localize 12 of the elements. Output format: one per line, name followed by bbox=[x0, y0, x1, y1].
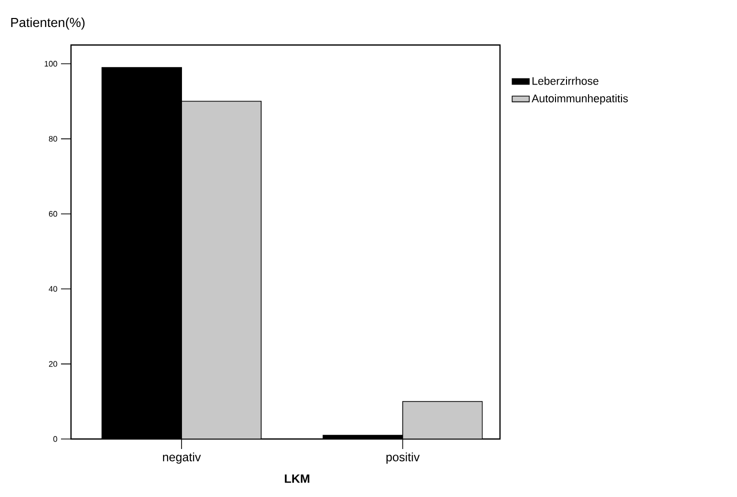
x-tick-label: positiv bbox=[386, 452, 420, 464]
legend-label: Autoimmunhepatitis bbox=[532, 94, 628, 104]
y-tick-label: 0 bbox=[53, 436, 58, 442]
y-tick-label: 80 bbox=[48, 136, 58, 142]
y-tick-label: 60 bbox=[48, 211, 58, 217]
x-axis-title: LKM bbox=[284, 474, 310, 483]
y-tick-label: 40 bbox=[48, 286, 58, 292]
y-axis-title: Patienten(%) bbox=[11, 18, 85, 30]
y-tick-label: 100 bbox=[44, 60, 58, 67]
y-tick-label: 20 bbox=[48, 361, 58, 367]
legend-label: Leberzirrhose bbox=[532, 76, 598, 85]
x-tick-label: negativ bbox=[163, 452, 201, 464]
